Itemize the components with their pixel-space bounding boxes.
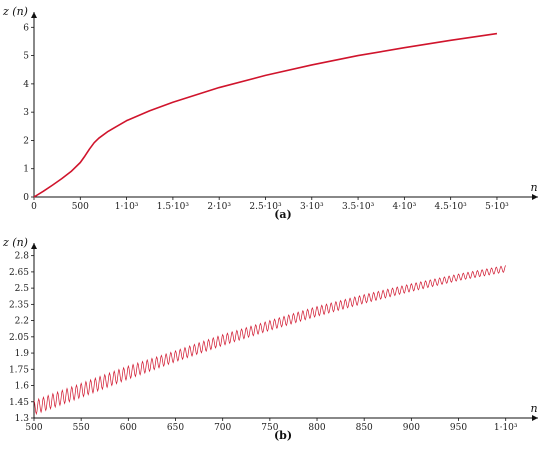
y-tick-label: 1.3 [15, 414, 30, 424]
x-tick-label: 700 [214, 423, 231, 433]
series-line [33, 32, 498, 198]
y-tick-label: 4 [23, 80, 29, 90]
x-tick-label: 850 [356, 423, 373, 433]
x-tick-label: 750 [261, 423, 278, 433]
x-tick-label: 0 [31, 202, 37, 212]
panel-caption: (a) [274, 208, 292, 221]
y-tick-label: 1.9 [15, 349, 30, 359]
y-axis-arrow [31, 243, 37, 249]
x-tick-label: 1·10³ [494, 423, 518, 433]
x-tick-label: 4.5·10³ [435, 202, 468, 212]
y-tick-label: 1.6 [15, 382, 30, 392]
x-tick-label: 1.5·10³ [157, 202, 190, 212]
x-axis-arrow [532, 415, 538, 421]
panel-b: 500 550 600 650 700 750 800 850 900 950 1·10³ 1.3 1.… [2, 236, 538, 442]
x-tick-label: 950 [450, 423, 467, 433]
y-tick-label: 1.45 [9, 398, 29, 408]
y-axis-label: z (n) [2, 236, 28, 249]
x-tick-label: 500 [72, 202, 89, 212]
x-tick-label: 3.5·10³ [342, 202, 375, 212]
y-tick-label: 6 [23, 23, 29, 33]
x-tick-label: 5·10³ [485, 202, 509, 212]
y-tick-label: 3 [23, 108, 29, 118]
x-tick-label: 1·10³ [115, 202, 139, 212]
panel-a: 0 500 1·10³ 1.5·10³ 2·10³ 2.5·10³ 3·10³ 3.5·10³… [2, 5, 538, 221]
y-tick-label: 2.05 [9, 333, 29, 343]
x-tick-label: 600 [120, 423, 137, 433]
x-tick-label: 800 [308, 423, 325, 433]
y-tick-label: 0 [23, 193, 29, 203]
x-tick-label: 2·10³ [207, 202, 231, 212]
y-tick-label: 2.8 [15, 252, 30, 262]
x-tick-label: 4·10³ [393, 202, 417, 212]
y-tick-label: 5 [23, 52, 29, 62]
y-tick-label: 2.2 [15, 317, 29, 327]
x-tick-label: 650 [167, 423, 184, 433]
x-tick-label: 550 [73, 423, 90, 433]
x-tick-label: 500 [25, 423, 42, 433]
x-tick-label: 2.5·10³ [249, 202, 282, 212]
y-tick-label: 1 [23, 165, 29, 175]
y-tick-label: 2.5 [15, 284, 30, 294]
x-tick-label: 900 [403, 423, 420, 433]
y-tick-label: 1.75 [9, 365, 29, 375]
x-tick-label: 3·10³ [300, 202, 324, 212]
y-axis-label: z (n) [2, 5, 28, 18]
y-tick-label: 2.65 [9, 268, 29, 278]
panel-caption: (b) [274, 429, 292, 442]
x-axis-label: n [530, 181, 537, 194]
x-axis-label: n [530, 402, 537, 415]
y-axis-arrow [31, 12, 37, 18]
y-tick-label: 2.35 [9, 300, 29, 310]
x-axis-arrow [532, 194, 538, 200]
y-tick-label: 2 [23, 136, 29, 146]
series-line [33, 265, 507, 416]
